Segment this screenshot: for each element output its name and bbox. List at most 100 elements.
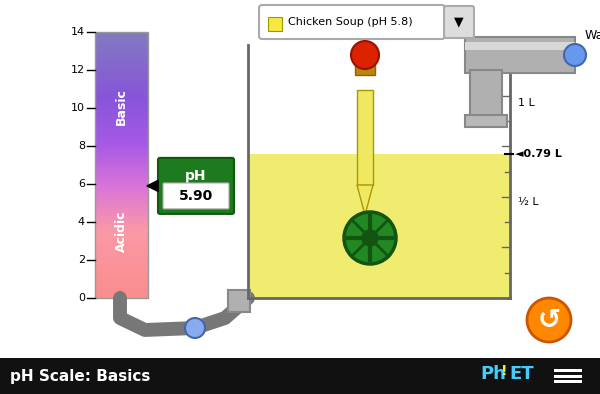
Bar bbox=[95, 142, 148, 144]
Bar bbox=[95, 240, 148, 241]
Bar bbox=[95, 137, 148, 138]
Text: 5.90: 5.90 bbox=[179, 189, 213, 203]
Bar bbox=[95, 42, 148, 43]
Bar bbox=[95, 251, 148, 252]
Bar bbox=[95, 61, 148, 62]
Bar bbox=[95, 154, 148, 155]
Bar bbox=[95, 281, 148, 282]
Bar bbox=[95, 32, 148, 298]
Bar bbox=[95, 273, 148, 274]
Bar bbox=[95, 179, 148, 180]
Bar bbox=[95, 220, 148, 222]
Bar bbox=[95, 63, 148, 64]
Bar bbox=[355, 50, 375, 75]
Bar bbox=[95, 185, 148, 186]
Bar bbox=[95, 268, 148, 269]
Bar bbox=[95, 178, 148, 179]
Bar bbox=[95, 78, 148, 79]
FancyArrowPatch shape bbox=[147, 180, 158, 191]
Bar bbox=[95, 67, 148, 68]
Bar bbox=[95, 214, 148, 216]
Bar bbox=[95, 68, 148, 69]
Bar bbox=[95, 40, 148, 42]
Bar bbox=[95, 219, 148, 220]
Bar bbox=[95, 184, 148, 186]
Bar bbox=[95, 275, 148, 276]
Bar bbox=[95, 216, 148, 217]
Bar bbox=[95, 217, 148, 218]
Bar bbox=[95, 54, 148, 55]
Bar bbox=[95, 246, 148, 247]
Polygon shape bbox=[357, 185, 373, 215]
Bar bbox=[95, 287, 148, 288]
Bar bbox=[95, 253, 148, 255]
Bar bbox=[95, 85, 148, 87]
Bar bbox=[95, 229, 148, 230]
Bar bbox=[95, 35, 148, 36]
Bar bbox=[95, 289, 148, 290]
Bar bbox=[95, 113, 148, 115]
Bar bbox=[95, 175, 148, 177]
Bar bbox=[95, 173, 148, 175]
Circle shape bbox=[185, 318, 205, 338]
Bar bbox=[95, 100, 148, 102]
Bar bbox=[95, 243, 148, 244]
Bar bbox=[95, 236, 148, 237]
Bar bbox=[95, 236, 148, 238]
Bar bbox=[95, 168, 148, 169]
Bar bbox=[95, 209, 148, 210]
Text: !: ! bbox=[501, 364, 508, 378]
Bar bbox=[95, 229, 148, 230]
Bar bbox=[95, 96, 148, 98]
Bar bbox=[95, 247, 148, 248]
Text: 6: 6 bbox=[78, 179, 85, 189]
Bar bbox=[95, 227, 148, 228]
Bar bbox=[95, 187, 148, 188]
Text: 10: 10 bbox=[71, 103, 85, 113]
Bar bbox=[95, 278, 148, 279]
Bar bbox=[95, 226, 148, 227]
Bar bbox=[95, 272, 148, 273]
Bar bbox=[95, 61, 148, 63]
Bar bbox=[95, 90, 148, 91]
Bar bbox=[95, 92, 148, 93]
Bar bbox=[95, 48, 148, 50]
Bar bbox=[95, 38, 148, 39]
Bar bbox=[95, 197, 148, 199]
Bar bbox=[554, 369, 582, 372]
Bar bbox=[95, 134, 148, 135]
Bar bbox=[95, 182, 148, 184]
Bar bbox=[95, 104, 148, 106]
Bar bbox=[95, 85, 148, 86]
FancyBboxPatch shape bbox=[259, 5, 445, 39]
Bar bbox=[554, 375, 582, 377]
Bar bbox=[95, 39, 148, 41]
Bar bbox=[95, 156, 148, 158]
Bar bbox=[95, 86, 148, 88]
Bar bbox=[95, 203, 148, 204]
Bar bbox=[95, 215, 148, 216]
Bar bbox=[95, 145, 148, 147]
Bar bbox=[95, 230, 148, 232]
Bar bbox=[95, 202, 148, 203]
Bar bbox=[95, 99, 148, 100]
Bar bbox=[95, 261, 148, 262]
Bar bbox=[95, 136, 148, 138]
Bar bbox=[268, 17, 282, 31]
FancyBboxPatch shape bbox=[163, 183, 229, 209]
Bar bbox=[95, 41, 148, 43]
Bar bbox=[95, 280, 148, 281]
Bar bbox=[95, 131, 148, 132]
Bar bbox=[95, 227, 148, 229]
Bar bbox=[95, 258, 148, 259]
Bar bbox=[95, 151, 148, 152]
Bar bbox=[95, 282, 148, 283]
Text: pH: pH bbox=[185, 169, 207, 183]
Bar bbox=[95, 198, 148, 200]
Bar bbox=[95, 194, 148, 195]
Bar bbox=[95, 125, 148, 127]
Bar bbox=[95, 88, 148, 89]
Bar bbox=[95, 162, 148, 163]
Bar bbox=[95, 155, 148, 156]
Text: 1 L: 1 L bbox=[518, 98, 535, 108]
